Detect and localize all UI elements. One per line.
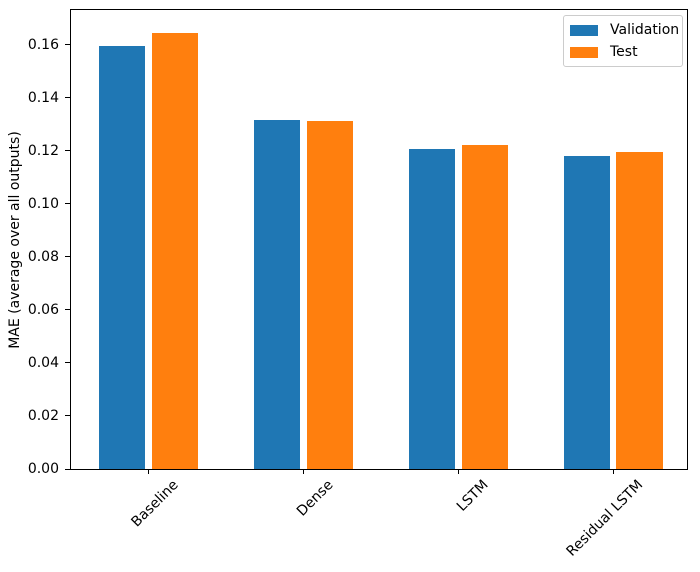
x-tick-mark-lstm bbox=[457, 469, 459, 474]
x-tick-label-residual-lstm: Residual LSTM bbox=[564, 477, 647, 560]
legend-item-test: Test bbox=[570, 44, 674, 60]
bar-validation-residual-lstm bbox=[563, 155, 611, 469]
y-tick-label-0.04: 0.04 bbox=[27, 354, 59, 371]
x-tick-label-dense: Dense bbox=[294, 477, 337, 520]
y-tick-mark-0.16 bbox=[65, 44, 70, 46]
y-tick-label-0.16: 0.16 bbox=[27, 36, 59, 53]
y-tick-mark-0.14 bbox=[65, 97, 70, 99]
legend-label-test: Test bbox=[610, 44, 638, 60]
y-tick-mark-0.04 bbox=[65, 362, 70, 364]
legend-swatch-validation bbox=[570, 24, 598, 36]
x-tick-label-baseline: Baseline bbox=[128, 477, 182, 531]
y-tick-mark-0.00 bbox=[65, 468, 70, 470]
y-tick-label-0.00: 0.00 bbox=[27, 461, 59, 477]
x-tick-mark-residual-lstm bbox=[612, 469, 614, 474]
y-tick-label-0.10: 0.10 bbox=[27, 195, 59, 212]
legend-swatch-test bbox=[570, 46, 598, 58]
plot-area: 0.00 0.02 0.04 0.06 0.08 0.10 0.12 0.14 0.16 bbox=[28, 9, 688, 477]
y-tick-label-0.08: 0.08 bbox=[27, 248, 59, 265]
x-tick-mark-baseline bbox=[147, 469, 149, 474]
y-tick-mark-0.02 bbox=[65, 415, 70, 417]
legend-label-validation: Validation bbox=[610, 22, 680, 38]
y-tick-label-0.12: 0.12 bbox=[27, 142, 59, 159]
bar-test-residual-lstm bbox=[616, 152, 663, 469]
y-tick-mark-0.08 bbox=[65, 256, 70, 258]
y-tick-mark-0.12 bbox=[65, 150, 70, 152]
bar-validation-baseline bbox=[98, 45, 146, 469]
y-tick-label-0.02: 0.02 bbox=[27, 407, 59, 424]
x-tick-label-lstm: LSTM bbox=[454, 477, 492, 515]
y-tick-mark-0.10 bbox=[65, 203, 70, 205]
bar-validation-lstm bbox=[408, 149, 456, 469]
legend: Validation Test bbox=[563, 15, 683, 67]
y-tick-label-0.14: 0.14 bbox=[27, 89, 59, 106]
legend-item-validation: Validation bbox=[570, 22, 679, 38]
bar-test-baseline bbox=[151, 33, 199, 469]
x-tick-mark-dense bbox=[302, 469, 304, 474]
y-tick-mark-0.06 bbox=[65, 309, 70, 311]
bar-test-dense bbox=[306, 120, 354, 469]
bar-validation-dense bbox=[253, 119, 301, 469]
bar-test-lstm bbox=[461, 145, 508, 469]
y-tick-label-0.06: 0.06 bbox=[27, 301, 59, 318]
